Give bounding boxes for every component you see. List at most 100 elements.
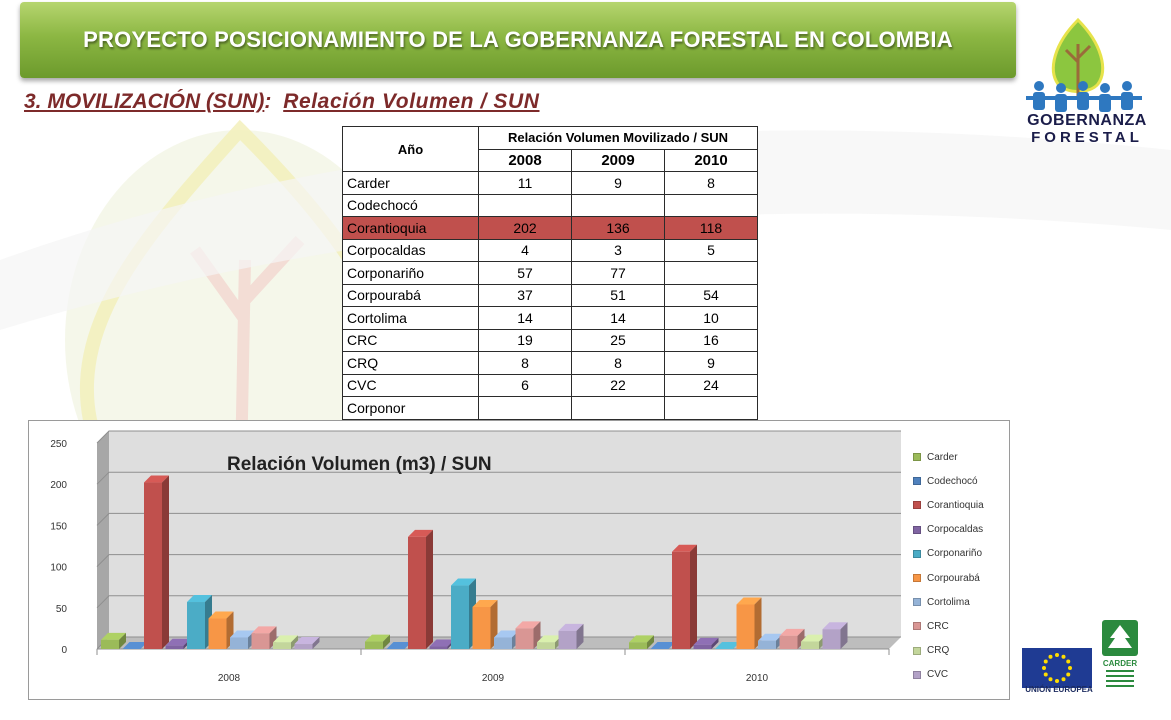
bar-top — [558, 623, 584, 631]
y-tick-label: 150 — [50, 521, 67, 532]
bar — [494, 637, 512, 649]
bar — [736, 604, 755, 649]
section-separator: : — [264, 90, 272, 113]
bar — [101, 639, 119, 649]
bar-top — [429, 639, 455, 647]
bar-top — [715, 642, 740, 649]
bar — [758, 640, 776, 649]
title-banner: PROYECTO POSICIONAMIENTO DE LA GOBERNANZ… — [20, 2, 1016, 78]
cell-2010: 5 — [664, 238, 758, 262]
row-name: Corpocaldas — [342, 238, 479, 262]
bar — [365, 641, 383, 649]
table-row: CVC 6 22 24 — [342, 373, 758, 397]
volume-sun-table: Año Relación Volumen Movilizado / SUN 20… — [342, 126, 758, 420]
logo-line-2: FORESTAL — [1031, 129, 1143, 146]
legend-swatch — [913, 453, 921, 462]
bar-side — [312, 637, 320, 649]
table-row: Cortolima 14 14 10 — [342, 306, 758, 330]
row-name: CRC — [342, 328, 479, 352]
eu-label: UNIÓN EUROPEA — [1025, 685, 1093, 694]
bar-top — [451, 578, 476, 586]
cell-2010: 118 — [664, 216, 758, 240]
bar — [408, 536, 426, 649]
x-tick-label: 2009 — [482, 673, 505, 684]
section-heading: 3. MOVILIZACIÓN (SUN): Relación Volumen … — [24, 90, 540, 114]
european-union-flag-logo — [1022, 648, 1092, 688]
cell-2010 — [664, 261, 758, 285]
bar — [451, 585, 469, 649]
cell-2008: 6 — [478, 373, 572, 397]
cell-2008: 202 — [478, 216, 572, 240]
bar — [251, 633, 270, 649]
table-row: Corponariño 57 77 — [342, 261, 758, 285]
eu-star — [1048, 654, 1053, 659]
bar-top — [165, 638, 191, 646]
section-title: Relación Volumen / SUN — [283, 90, 540, 113]
section-label: 3. MOVILIZACIÓN (SUN) — [24, 90, 265, 113]
bar-top — [822, 622, 848, 630]
row-name: Codechocó — [342, 193, 479, 217]
logo-line-1: GOBERNANZA — [1027, 112, 1147, 129]
row-name: CVC — [342, 373, 479, 397]
table-row: Carder 11 9 8 — [342, 171, 758, 195]
y-tick-label: 200 — [50, 480, 67, 491]
cell-2010: 24 — [664, 373, 758, 397]
cell-2008: 19 — [478, 328, 572, 352]
cell-2008 — [478, 193, 572, 217]
legend-label: Carder — [927, 451, 958, 463]
bar-top — [187, 595, 212, 603]
bar — [144, 482, 162, 649]
legend-label: CVC — [927, 669, 949, 681]
year-header-row: 2008 2009 2010 — [343, 148, 758, 172]
y-gridline — [96, 595, 901, 609]
row-name: Corponor — [342, 396, 479, 420]
legend-label: Cortolima — [927, 596, 970, 608]
legend-swatch — [913, 501, 921, 510]
bar-side — [647, 635, 654, 649]
cell-2008: 37 — [478, 283, 572, 307]
bar-side — [426, 529, 433, 649]
bar-top — [494, 630, 519, 638]
eu-star — [1068, 666, 1072, 670]
bar — [187, 602, 205, 649]
legend-swatch — [913, 670, 921, 679]
chart-side-wall — [97, 431, 109, 649]
bar-side — [119, 632, 126, 649]
legend-item: CRC — [913, 614, 984, 638]
legend-item: Cortolima — [913, 590, 984, 614]
bar — [629, 642, 647, 649]
bar-top — [736, 597, 762, 605]
bar-side — [162, 475, 169, 649]
bar — [822, 629, 841, 649]
bar-top — [408, 529, 433, 537]
bar-top — [693, 637, 719, 645]
legend-label: CRC — [927, 620, 949, 632]
table-row: CRQ 8 8 9 — [342, 351, 758, 375]
bar-chart-panel: 0 50 100 150 200 250 2008 2009 2010 Relación Vol… — [28, 420, 1010, 700]
cell-2008: 57 — [478, 261, 572, 285]
carder-logo: CARDER — [1102, 620, 1138, 687]
eu-star — [1061, 654, 1066, 659]
row-name: Corponariño — [342, 261, 479, 285]
bar-side — [754, 597, 762, 649]
cell-2008: 4 — [478, 238, 572, 262]
bar-side — [690, 544, 697, 649]
year-2008-header: 2008 — [478, 148, 572, 172]
cell-2008: 8 — [478, 351, 572, 375]
cell-2010: 8 — [664, 171, 758, 195]
year-header: Año — [342, 126, 479, 172]
legend-item: Corpourabá — [913, 566, 984, 590]
bar-side — [291, 635, 298, 649]
row-name: Corpourabá — [342, 283, 479, 307]
legend-swatch — [913, 525, 921, 534]
bar-top — [273, 635, 298, 643]
cell-2008: 14 — [478, 306, 572, 330]
eu-star — [1043, 659, 1048, 664]
group-header: Relación Volumen Movilizado / SUN — [478, 126, 758, 150]
cell-2009: 25 — [571, 328, 665, 352]
cell-2009: 77 — [571, 261, 665, 285]
bar — [230, 637, 248, 649]
row-name: Corantioquia — [342, 216, 479, 240]
cell-2008: 11 — [478, 171, 572, 195]
eu-star — [1055, 653, 1059, 657]
